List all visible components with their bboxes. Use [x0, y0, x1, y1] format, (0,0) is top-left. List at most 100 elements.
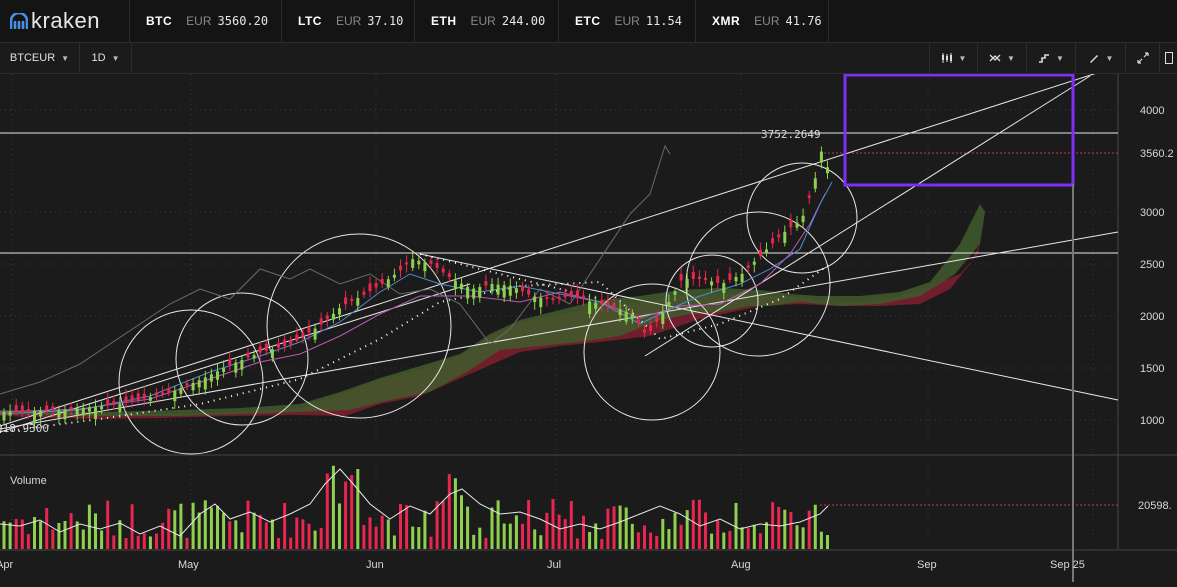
volume-bar	[740, 527, 744, 549]
volume-bar	[386, 519, 390, 549]
indicators-button[interactable]: ▼	[977, 43, 1026, 73]
volume-bar	[94, 513, 97, 549]
candle-body	[289, 340, 293, 345]
candle-body	[643, 329, 646, 333]
volume-bar	[246, 500, 250, 549]
candle-body	[478, 287, 482, 298]
volume-bar	[819, 531, 823, 549]
volume-bar	[252, 512, 256, 549]
candle-body	[270, 349, 274, 358]
candle-body	[87, 407, 91, 412]
pair-select[interactable]: BTCEUR ▼	[0, 43, 80, 73]
candle-body	[216, 371, 219, 380]
indicators-icon	[989, 54, 1001, 62]
candle-body	[167, 388, 171, 393]
last-high-label: 3752.2649	[761, 128, 821, 141]
candle-body	[63, 409, 67, 420]
candle-body	[106, 399, 110, 406]
chevron-down-icon: ▼	[1007, 53, 1015, 63]
chart-type-button[interactable]: ▼	[1026, 43, 1075, 73]
volume-bar	[124, 538, 128, 549]
fullscreen-icon	[1136, 52, 1149, 64]
candle-body	[582, 295, 585, 300]
candle-body	[697, 276, 701, 279]
candle-body	[765, 249, 768, 254]
volume-bar	[502, 523, 506, 549]
draw-tool-button[interactable]: ▼	[1075, 43, 1125, 73]
volume-bar	[801, 527, 805, 549]
candle-body	[179, 388, 183, 394]
candle-body	[618, 309, 622, 316]
interval-select[interactable]: 1D ▼	[80, 43, 132, 73]
volume-bar	[392, 535, 396, 549]
price-chart[interactable]: 3752.2649 918.9300 Volume 4000 3560.2 30…	[0, 71, 1177, 582]
candle-body	[752, 261, 756, 265]
ticker-xmr[interactable]: XMR EUR 41.76	[696, 0, 829, 42]
volume-bar	[148, 536, 152, 549]
kraken-logo[interactable]: kraken	[0, 0, 130, 42]
volume-bar	[39, 521, 43, 549]
volume-bar	[26, 534, 30, 549]
chart-grid	[0, 74, 1118, 549]
volume-bar	[368, 517, 372, 549]
candle-body	[795, 222, 799, 228]
ticker-eth[interactable]: ETH EUR 244.00	[415, 0, 559, 42]
fullscreen-button[interactable]	[1125, 43, 1159, 73]
volume-bar	[630, 523, 634, 549]
candle-body	[527, 289, 531, 295]
candle-body	[344, 297, 348, 305]
candle-body	[630, 314, 634, 319]
volume-bar	[453, 478, 457, 549]
ticker-ltc[interactable]: LTC EUR 37.10	[282, 0, 415, 42]
volume-bar	[691, 499, 695, 549]
volume-bar	[350, 475, 354, 549]
volume-bar	[624, 507, 628, 549]
chevron-down-icon: ▼	[1056, 53, 1064, 63]
volume-bar	[380, 515, 384, 549]
volume-bar	[460, 495, 463, 549]
ticker-price: 37.10	[367, 14, 404, 28]
candle-body	[203, 377, 207, 390]
candle-body	[14, 405, 18, 412]
candle-body	[612, 302, 616, 307]
candle-body	[112, 400, 116, 405]
candle-body	[472, 288, 476, 299]
candle-body	[2, 411, 6, 421]
volume-bar	[655, 535, 659, 549]
candle-body	[514, 288, 518, 293]
volume-bar	[539, 535, 543, 549]
candle-body	[33, 410, 36, 424]
candlestick-button[interactable]: ▼	[929, 43, 977, 73]
candle-body	[222, 368, 226, 372]
candle-body	[716, 276, 720, 283]
candle-body	[783, 231, 787, 243]
volume-bar	[795, 525, 799, 549]
ticker-symbol: ETC	[575, 14, 601, 28]
candle-body	[161, 392, 165, 395]
side-panel-button[interactable]	[1159, 43, 1177, 73]
candle-body	[551, 297, 555, 300]
volume-bar	[649, 532, 653, 549]
candle-body	[679, 274, 683, 281]
candle-body	[704, 277, 707, 280]
volume-bar	[612, 506, 616, 549]
volume-bar	[240, 532, 244, 549]
volume-bar	[45, 508, 49, 549]
candle-body	[26, 409, 30, 412]
volume-bar	[447, 474, 451, 549]
chart-type-icon	[1039, 54, 1050, 63]
candle-body	[94, 406, 97, 419]
volume-bar	[258, 515, 262, 549]
candle-body	[636, 319, 640, 324]
candle-body	[710, 281, 714, 286]
volume-bar	[338, 503, 341, 549]
chart-canvas[interactable]: 3752.2649 918.9300 Volume 4000 3560.2 30…	[0, 71, 1177, 582]
lagging-span-line	[0, 144, 671, 395]
chart-toolbar: BTCEUR ▼ 1D ▼ ▼ ▼ ▼ ▼	[0, 43, 1177, 74]
ticker-etc[interactable]: ETC EUR 11.54	[559, 0, 696, 42]
volume-bar	[228, 521, 232, 549]
volume-bar	[563, 519, 567, 549]
candle-body	[447, 273, 451, 277]
volume-bar	[746, 528, 750, 549]
ticker-btc[interactable]: BTC EUR 3560.20	[130, 0, 282, 42]
